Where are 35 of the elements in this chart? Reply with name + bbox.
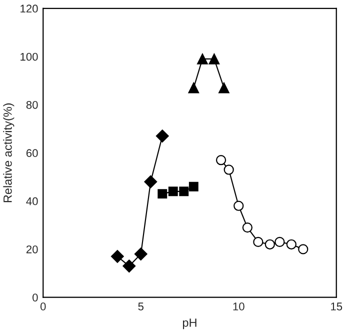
point [253, 236, 264, 248]
point [188, 82, 200, 94]
point [188, 182, 198, 192]
point [179, 186, 189, 196]
y-tick-label: 0 [32, 294, 38, 302]
y-tick-label: 40 [26, 197, 38, 206]
y-tick-label: 20 [26, 245, 38, 254]
y-tick-label: 80 [26, 100, 38, 109]
point [242, 222, 252, 233]
x-tick-label: 10 [233, 302, 244, 310]
point [216, 155, 226, 166]
point [234, 200, 244, 211]
point [298, 244, 308, 254]
point [224, 164, 234, 175]
point [218, 82, 230, 94]
point [134, 248, 148, 260]
y-tick-label: 100 [20, 52, 38, 61]
point [158, 189, 168, 199]
x-tick-label: 15 [331, 302, 342, 310]
point [197, 54, 208, 64]
point [122, 260, 136, 273]
point [144, 175, 158, 188]
point [110, 250, 124, 263]
x-tick-label: 5 [138, 302, 144, 310]
y-axis-title: Relative activity(%) [3, 103, 14, 202]
y-tick-label: 120 [20, 4, 38, 13]
point [168, 186, 178, 196]
y-tick-label: 60 [26, 149, 38, 158]
point [286, 239, 296, 250]
x-tick-label: 0 [40, 302, 46, 310]
x-axis-title: pH [182, 318, 196, 330]
point [274, 236, 285, 248]
point [264, 239, 275, 250]
point [208, 54, 220, 64]
point [156, 130, 169, 142]
